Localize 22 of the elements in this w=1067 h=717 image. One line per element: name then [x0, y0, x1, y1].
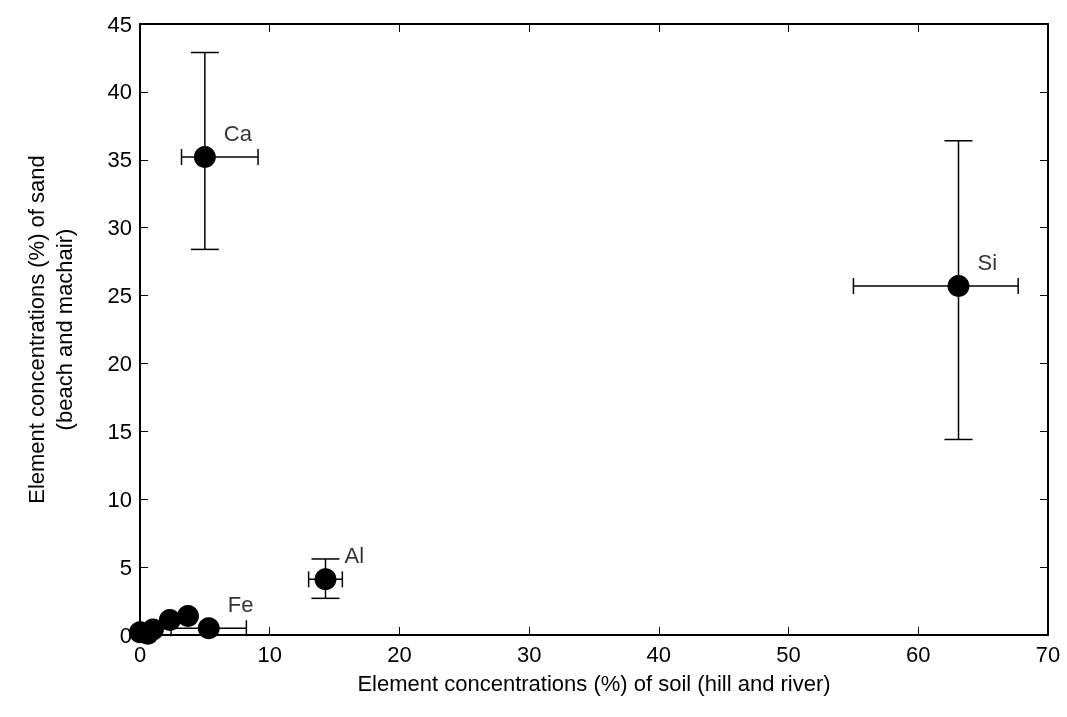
y-tick-label: 5	[119, 554, 132, 580]
x-tick-label: 60	[906, 641, 931, 667]
y-tick-label: 25	[107, 283, 132, 309]
x-tick-label: 70	[1035, 641, 1061, 667]
x-tick-label: 30	[516, 641, 542, 667]
x-tick-label: 20	[387, 641, 412, 667]
annotation: Ca	[223, 120, 253, 146]
y-tick-label: 30	[107, 215, 132, 241]
y-axis-title: Element concentrations (%) of sand (beach and machair)	[23, 155, 77, 504]
annotation: Si	[977, 249, 998, 275]
x-tick-label: 40	[646, 641, 672, 667]
annotation: Al	[344, 542, 365, 568]
x-tick-label: 50	[776, 641, 801, 667]
y-tick-label: 40	[107, 79, 132, 105]
y-tick-label: 35	[107, 147, 132, 173]
x-axis-title: Element concentrations (%) of soil (hill and river)	[357, 671, 831, 697]
x-tick-label: 10	[257, 641, 282, 667]
y-tick-label: 15	[107, 418, 132, 444]
y-tick-label: 10	[107, 486, 132, 512]
y-tick-label: 20	[107, 350, 132, 376]
y-tick-label: 45	[107, 11, 132, 37]
annotation: Fe	[227, 591, 254, 617]
